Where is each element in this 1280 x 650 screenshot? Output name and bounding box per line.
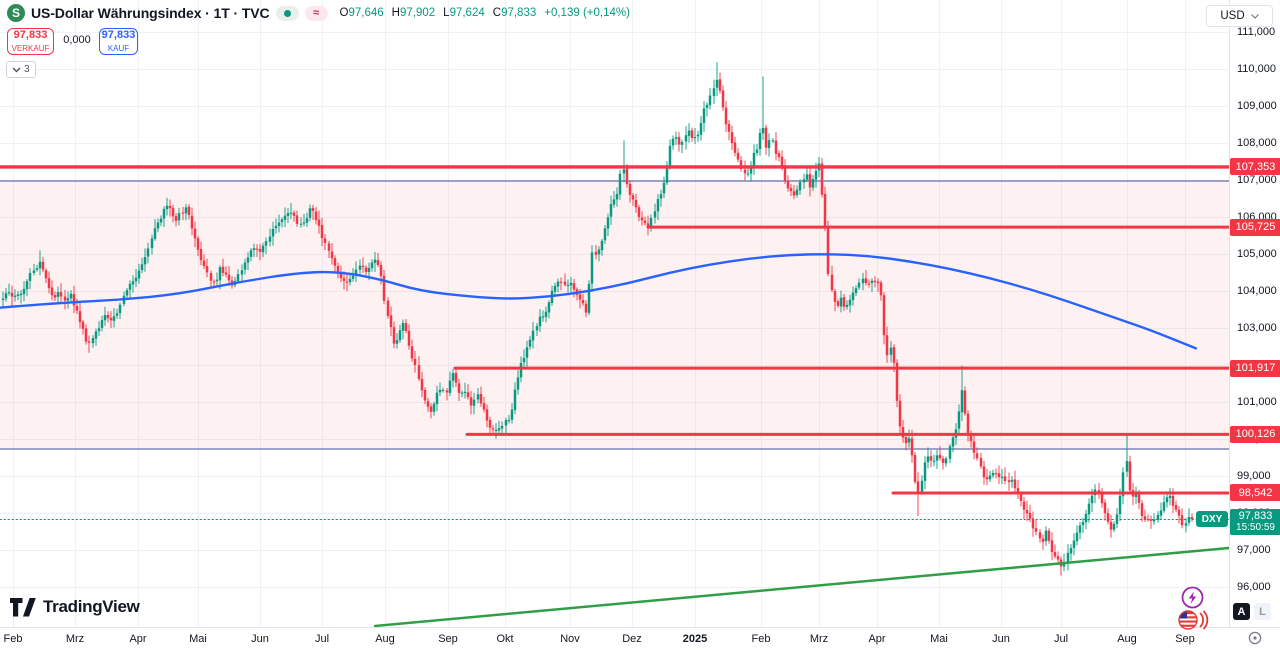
lightning-icon[interactable] [1181,586,1204,609]
price-tick-label: 96,000 [1237,580,1271,593]
close-value: C97,833 [492,7,537,19]
tradingview-logo[interactable]: TradingView [10,597,140,617]
time-tick-label: Jun [992,633,1010,645]
price-axis[interactable]: 111,000 110,000 109,000 108,000 107,000 106,0… [1229,0,1280,627]
time-tick-label: 2025 [682,633,708,645]
ohlc-values: O97,646 H97,902 L97,624 C97,833 +0,139 (… [340,7,630,19]
time-tick-label: Aug [375,633,395,645]
level-price-label: 100,126 [1230,425,1280,443]
sell-label: VERKAUF [11,43,50,53]
time-tick-label: Feb [751,633,771,645]
symbol-title[interactable]: US-Dollar Währungsindex · 1T · TVC [31,5,270,21]
time-tick-label: Mrz [65,633,85,645]
spread-value: 0,000 [63,34,91,46]
time-axis[interactable]: Feb Mrz Apr Mai Jun Jul Aug Sep Okt Nov Dez 2025 Feb… [0,627,1280,650]
price-tick-label: 111,000 [1237,25,1276,38]
time-tick-label: Jun [251,633,269,645]
level-price-label: 98,542 [1230,484,1280,502]
tradingview-logo-text: TradingView [43,597,140,616]
sell-button[interactable]: 97,833 VERKAUF [7,28,54,55]
price-tick-label: 101,000 [1237,395,1277,408]
buy-price: 97,833 [101,28,136,41]
green-dot-icon [283,9,291,17]
sell-price: 97,833 [13,28,48,41]
scale-toggle-group: A L [1233,603,1271,620]
buy-button[interactable]: 97,833 KAUF [99,28,138,55]
currency-dropdown[interactable]: USD [1206,5,1273,27]
price-tick-label: 110,000 [1237,62,1276,75]
auto-scale-button[interactable]: A [1233,603,1250,620]
time-tick-label: Apr [868,633,886,645]
price-tick-label: 109,000 [1237,99,1277,112]
level-price-label: 101,917 [1230,359,1280,377]
market-status-icon[interactable] [275,5,299,21]
bar-countdown: 15:50:59 [1236,522,1275,534]
time-tick-label: Aug [1117,633,1137,645]
time-tick-label: Sep [1175,633,1195,645]
time-tick-label: Mai [930,633,948,645]
collapse-count: 3 [24,64,30,75]
time-tick-label: Okt [496,633,514,645]
time-tick-label: Sep [438,633,458,645]
time-tick-label: Dez [622,633,642,645]
high-value: H97,902 [391,7,436,19]
symbol-header: S US-Dollar Währungsindex · 1T · TVC ≈ O… [7,4,630,22]
price-tick-label: 103,000 [1237,321,1277,334]
last-price-value: 97,833 [1238,510,1273,523]
price-tick-label: 99,000 [1237,469,1271,482]
tradingview-logo-icon [10,597,36,616]
time-tick-label: Mai [189,633,207,645]
buy-label: KAUF [107,43,130,53]
time-tick-label: Apr [129,633,147,645]
price-tick-label: 97,000 [1237,543,1271,556]
candlestick-chart-canvas[interactable] [0,0,1229,627]
price-tick-label: 107,000 [1237,173,1277,186]
time-tick-label: Jul [314,633,330,645]
open-value: O97,646 [339,7,384,19]
time-tick-label: Feb [3,633,23,645]
price-tick-label: 108,000 [1237,136,1277,149]
scroll-to-recent-icon[interactable] [1247,630,1263,646]
time-tick-label: Nov [560,633,580,645]
price-tick-label: 104,000 [1237,284,1277,297]
source-logo-icon[interactable]: S [7,4,25,22]
currency-label: USD [1220,10,1245,22]
level-price-label: 107,353 [1230,158,1280,176]
delayed-data-icon[interactable]: ≈ [304,5,328,21]
level-price-label: 105,725 [1230,218,1280,236]
us-flag-ripple-icon[interactable] [1177,607,1209,633]
price-tick-label: 105,000 [1237,247,1277,260]
time-tick-label: Jul [1053,633,1069,645]
time-tick-label: Mrz [809,633,829,645]
low-value: L97,624 [443,7,485,19]
chevron-down-icon [12,67,21,72]
log-scale-button[interactable]: L [1254,603,1271,620]
last-price-label: 97,833 15:50:59 [1230,509,1280,536]
chevron-down-icon [1250,13,1259,19]
collapse-button[interactable]: 3 [6,61,36,78]
change-value: +0,139 (+0,14%) [544,7,630,19]
dxy-price-flag: DXY [1196,511,1228,528]
